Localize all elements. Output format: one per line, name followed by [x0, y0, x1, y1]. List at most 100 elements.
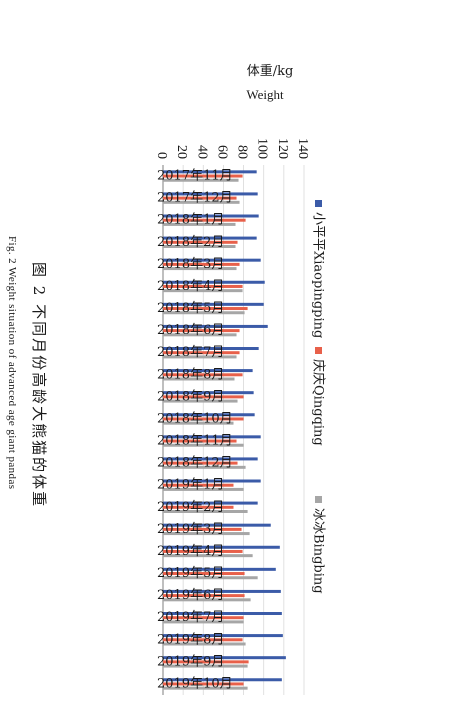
bar: [163, 479, 261, 483]
bar: [162, 413, 255, 417]
bar: [163, 280, 265, 284]
legend-swatch: [315, 200, 322, 207]
bar: [162, 311, 245, 315]
category-label: 2019年7月: [157, 610, 224, 625]
bar: [163, 329, 240, 333]
category-label: 2017年11月: [157, 169, 233, 184]
bar: [162, 399, 238, 403]
bar: [163, 443, 244, 447]
bar: [163, 178, 239, 182]
y-tick-label: 60: [214, 145, 229, 159]
bar: [163, 289, 243, 293]
bar: [163, 369, 253, 373]
bar: [163, 170, 257, 174]
bar: [163, 236, 257, 240]
bar: [163, 214, 259, 218]
bar: [163, 192, 258, 196]
category-label: 2019年8月: [157, 632, 224, 647]
bar: [163, 307, 248, 311]
category-label: 2017年12月: [157, 191, 233, 206]
bar: [163, 417, 244, 421]
bar: [163, 351, 240, 355]
legend-label: 冰冰Bingbing: [311, 508, 326, 594]
bar: [163, 634, 283, 638]
category-label: 2018年12月: [157, 456, 233, 471]
category-label: 2018年5月: [157, 301, 224, 316]
category-label: 2019年9月: [157, 654, 224, 669]
bar: [163, 598, 251, 602]
y-tick-label: 100: [255, 138, 270, 159]
category-label: 2018年8月: [157, 367, 224, 382]
bar: [163, 616, 244, 620]
category-label: 2019年5月: [157, 566, 224, 581]
category-label: 2018年4月: [157, 279, 224, 294]
bar: [163, 501, 258, 505]
bar: [163, 373, 243, 377]
y-tick-label: 20: [174, 145, 189, 159]
legend-label: 庆庆Qingqing: [311, 359, 326, 446]
category-label: 2019年2月: [157, 500, 224, 515]
bar: [163, 457, 258, 461]
bar: [162, 302, 264, 306]
bar: [163, 620, 244, 624]
figure-caption-english: Fig. 2 Weight situation of advanced age …: [6, 236, 18, 490]
category-label: 2019年4月: [157, 544, 224, 559]
bar: [163, 686, 248, 690]
category-label: 2019年6月: [157, 588, 224, 603]
category-label: 2019年1月: [157, 478, 224, 493]
bar: [163, 174, 243, 178]
bar: [163, 527, 242, 531]
bar: [163, 284, 243, 288]
y-axis-title-english: Weight: [246, 87, 284, 102]
category-label: 2018年10月: [157, 411, 233, 426]
bar: [162, 240, 238, 244]
bar: [163, 324, 268, 328]
bar: [163, 656, 286, 660]
bar: [163, 487, 244, 491]
bar: [162, 333, 237, 337]
category-label: 2018年3月: [157, 257, 224, 272]
category-label: 2018年2月: [157, 235, 224, 250]
bar: [162, 267, 237, 271]
bar: [162, 391, 254, 395]
category-label: 2019年3月: [157, 522, 224, 537]
bar: [162, 439, 237, 443]
category-label: 2019年10月: [157, 676, 233, 691]
legend-label: 小平平Xiaopingping: [311, 212, 326, 338]
bar: [163, 377, 235, 381]
bar: [162, 612, 282, 616]
y-tick-label: 40: [194, 145, 209, 159]
category-label: 2018年1月: [157, 213, 224, 228]
legend-swatch: [315, 347, 322, 354]
bar: [162, 196, 237, 200]
bar: [162, 589, 281, 593]
bar: [163, 421, 234, 425]
figure-caption-chinese: 图 2 不同月份高龄大熊猫的体重: [30, 262, 48, 509]
bar: [163, 262, 240, 266]
bar: [162, 465, 246, 469]
bar: [163, 549, 243, 553]
bar: [163, 554, 253, 558]
bar: [163, 682, 244, 686]
bar: [163, 483, 234, 487]
bar: [163, 509, 248, 513]
bar: [163, 258, 261, 262]
bar: [163, 435, 261, 439]
category-label: 2018年6月: [157, 323, 224, 338]
y-tick-label: 140: [295, 138, 310, 159]
legend-swatch: [315, 496, 322, 503]
y-axis-title: 体重/kg: [247, 63, 294, 79]
bar: [163, 638, 243, 642]
bar: [162, 594, 245, 598]
bar: [163, 395, 244, 399]
bar: [163, 576, 258, 580]
y-tick-label: 0: [154, 152, 169, 159]
bar: [162, 218, 246, 222]
category-label: 2018年9月: [157, 389, 224, 404]
bar: [163, 523, 271, 527]
bar: [163, 505, 234, 509]
bar: [163, 347, 259, 351]
y-tick-label: 80: [235, 145, 250, 159]
bar: [163, 664, 248, 668]
